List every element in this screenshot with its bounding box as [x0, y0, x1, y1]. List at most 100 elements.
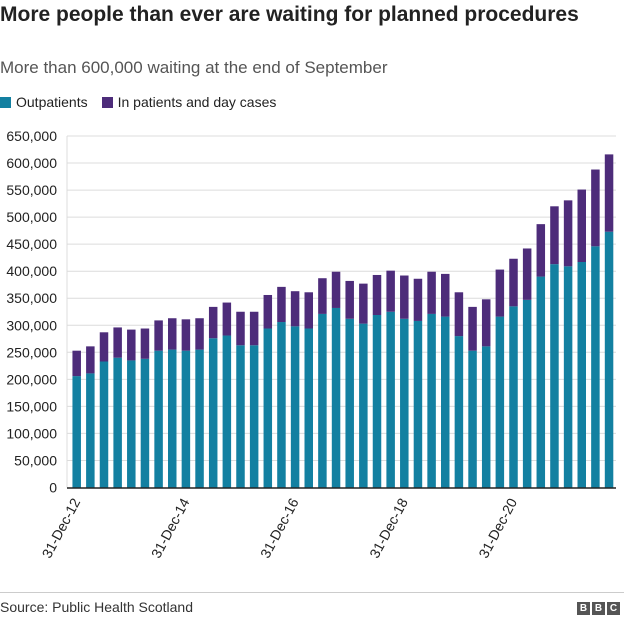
bar-inpatients	[372, 274, 382, 315]
bar-inpatients	[536, 224, 546, 277]
bar-outpatients	[318, 313, 327, 488]
legend: Outpatients In patients and day cases	[0, 94, 276, 110]
x-tick-label: 31-Dec-20	[475, 495, 520, 560]
bar-inpatients	[359, 283, 368, 324]
bar-outpatients	[386, 311, 395, 488]
bar-outpatients	[536, 276, 546, 488]
bar-inpatients	[263, 294, 273, 329]
y-tick-label: 400,000	[6, 263, 57, 279]
bar-outpatients	[113, 357, 122, 488]
bar-inpatients	[522, 248, 532, 300]
bar-outpatients	[550, 264, 559, 488]
x-tick-label: 31-Dec-18	[366, 495, 411, 560]
bar-outpatients	[604, 231, 614, 488]
bar-outpatients	[127, 360, 136, 488]
bar-inpatients	[113, 327, 122, 358]
bar-inpatients	[495, 269, 505, 317]
legend-label: In patients and day cases	[117, 94, 277, 110]
bar-outpatients	[154, 350, 163, 488]
bar-inpatients	[331, 271, 341, 308]
bar-inpatients	[413, 278, 423, 321]
bar-inpatients	[427, 271, 436, 314]
bar-inpatients	[195, 318, 204, 350]
bar-outpatients	[181, 350, 191, 488]
bar-outpatients	[372, 314, 382, 488]
bar-inpatients	[277, 286, 286, 323]
bar-inpatients	[386, 270, 395, 312]
bar-inpatients	[249, 311, 259, 346]
y-tick-label: 0	[49, 480, 57, 496]
y-tick-label: 100,000	[6, 425, 57, 441]
bar-inpatients	[140, 328, 150, 359]
legend-item-outpatients: Outpatients	[0, 94, 88, 110]
bar-outpatients	[222, 335, 232, 488]
bar-outpatients	[345, 318, 354, 488]
bar-outpatients	[249, 345, 259, 488]
bar-outpatients	[427, 313, 436, 488]
bar-inpatients	[86, 346, 95, 374]
y-tick-label: 150,000	[6, 398, 57, 414]
x-tick-label: 31-Dec-12	[39, 495, 84, 560]
bar-outpatients	[468, 350, 477, 488]
y-tick-label: 650,000	[6, 128, 57, 144]
bar-inpatients	[345, 280, 354, 319]
bar-inpatients	[181, 319, 191, 351]
legend-swatch	[0, 97, 11, 108]
bar-inpatients	[577, 189, 586, 262]
x-tick-label: 31-Dec-14	[148, 495, 193, 560]
bar-inpatients	[304, 292, 313, 329]
bar-outpatients	[454, 336, 464, 488]
bar-outpatients	[168, 349, 177, 488]
bar-outpatients	[236, 345, 245, 488]
bar-inpatients	[222, 302, 232, 336]
chart-subtitle: More than 600,000 waiting at the end of …	[0, 58, 388, 77]
bar-outpatients	[509, 306, 518, 488]
bar-outpatients	[72, 376, 81, 488]
bar-inpatients	[154, 320, 163, 351]
bar-inpatients	[481, 299, 491, 347]
bar-outpatients	[441, 316, 450, 488]
bar-outpatients	[208, 338, 218, 488]
source-note: Source: Public Health Scotland	[0, 599, 193, 615]
bar-outpatients	[195, 349, 204, 488]
bar-outpatients	[99, 361, 109, 488]
legend-item-inpatients: In patients and day cases	[101, 94, 277, 110]
y-tick-label: 450,000	[6, 236, 57, 252]
y-tick-label: 550,000	[6, 182, 57, 198]
bar-outpatients	[413, 320, 423, 488]
bar-outpatients	[359, 323, 368, 488]
bar-outpatients	[577, 261, 586, 488]
legend-label: Outpatients	[16, 94, 88, 110]
bar-outpatients	[86, 373, 95, 488]
bar-outpatients	[331, 307, 341, 488]
y-tick-label: 300,000	[6, 317, 57, 333]
y-tick-label: 250,000	[6, 344, 57, 360]
bar-inpatients	[236, 311, 245, 346]
y-tick-label: 600,000	[6, 155, 57, 171]
bar-inpatients	[604, 154, 614, 232]
divider	[0, 592, 624, 593]
bar-outpatients	[400, 318, 409, 488]
bar-inpatients	[591, 169, 600, 247]
bar-inpatients	[290, 291, 300, 327]
bar-inpatients	[509, 258, 518, 307]
bar-outpatients	[263, 328, 273, 488]
chart-title: More people than ever are waiting for pl…	[0, 3, 579, 26]
bar-inpatients	[318, 278, 327, 314]
bar-inpatients	[168, 318, 177, 350]
bar-inpatients	[208, 306, 218, 339]
bar-inpatients	[468, 306, 477, 351]
bar-inpatients	[550, 206, 559, 265]
x-tick-label: 31-Dec-16	[257, 495, 302, 560]
y-tick-label: 500,000	[6, 209, 57, 225]
y-tick-label: 50,000	[14, 452, 57, 468]
bar-outpatients	[522, 299, 532, 488]
bar-outpatients	[304, 328, 313, 488]
y-tick-label: 200,000	[6, 371, 57, 387]
bar-outpatients	[277, 322, 286, 488]
bar-inpatients	[563, 200, 573, 267]
y-tick-label: 350,000	[6, 290, 57, 306]
